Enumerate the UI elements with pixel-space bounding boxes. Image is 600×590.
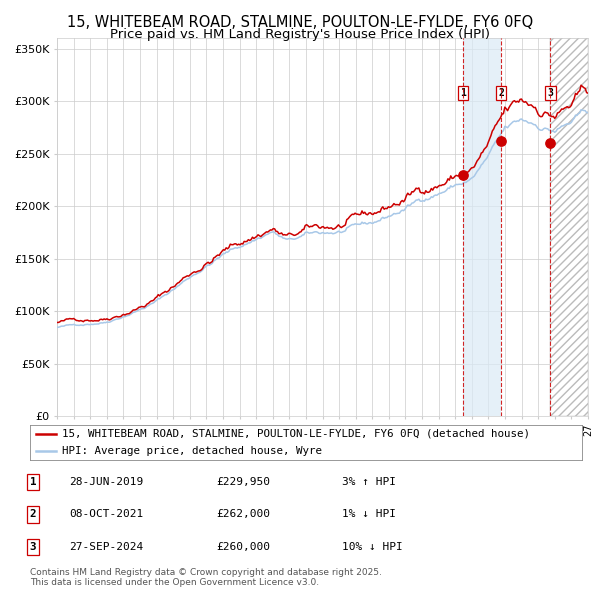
Point xyxy=(496,136,506,146)
Bar xyxy=(463,38,501,416)
Point xyxy=(545,139,555,148)
Text: 27-SEP-2024: 27-SEP-2024 xyxy=(69,542,143,552)
Bar xyxy=(550,38,588,416)
Text: 08-OCT-2021: 08-OCT-2021 xyxy=(69,510,143,519)
Text: 15, WHITEBEAM ROAD, STALMINE, POULTON-LE-FYLDE, FY6 0FQ: 15, WHITEBEAM ROAD, STALMINE, POULTON-LE… xyxy=(67,15,533,30)
Text: £229,950: £229,950 xyxy=(216,477,270,487)
Text: Contains HM Land Registry data © Crown copyright and database right 2025.
This d: Contains HM Land Registry data © Crown c… xyxy=(30,568,382,587)
Text: £262,000: £262,000 xyxy=(216,510,270,519)
Text: 1: 1 xyxy=(460,88,466,98)
Text: 2: 2 xyxy=(30,510,36,519)
Text: 28-JUN-2019: 28-JUN-2019 xyxy=(69,477,143,487)
Text: Price paid vs. HM Land Registry's House Price Index (HPI): Price paid vs. HM Land Registry's House … xyxy=(110,28,490,41)
Text: 15, WHITEBEAM ROAD, STALMINE, POULTON-LE-FYLDE, FY6 0FQ (detached house): 15, WHITEBEAM ROAD, STALMINE, POULTON-LE… xyxy=(62,429,530,438)
Text: £260,000: £260,000 xyxy=(216,542,270,552)
Text: 3: 3 xyxy=(30,542,36,552)
Text: 2: 2 xyxy=(498,88,504,98)
Text: 10% ↓ HPI: 10% ↓ HPI xyxy=(342,542,403,552)
Point xyxy=(458,170,468,179)
Text: 3% ↑ HPI: 3% ↑ HPI xyxy=(342,477,396,487)
Text: HPI: Average price, detached house, Wyre: HPI: Average price, detached house, Wyre xyxy=(62,447,322,456)
Text: 1% ↓ HPI: 1% ↓ HPI xyxy=(342,510,396,519)
Text: 1: 1 xyxy=(30,477,36,487)
Text: 3: 3 xyxy=(548,88,553,98)
